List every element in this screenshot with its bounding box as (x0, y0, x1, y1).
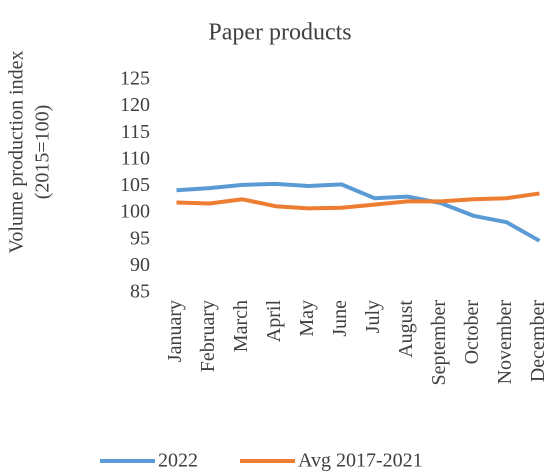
x-tick-label: October (461, 300, 483, 365)
x-tick-label: December (527, 300, 549, 383)
x-tick-label: July (362, 300, 384, 333)
legend-label: 2022 (158, 450, 198, 472)
y-tick-label: 95 (130, 227, 150, 249)
x-tick-label: September (428, 300, 450, 386)
y-tick-label: 85 (130, 281, 150, 303)
y-axis-label: (2015=100) (32, 105, 54, 200)
x-tick-label: August (395, 300, 417, 358)
x-tick-label: May (296, 300, 318, 337)
y-tick-label: 105 (120, 174, 150, 196)
x-tick-label: April (263, 300, 285, 343)
x-tick-label: November (494, 300, 516, 385)
x-tick-label: June (329, 300, 351, 337)
y-axis-label: Volume production index (6, 51, 28, 254)
y-tick-label: 120 (120, 94, 150, 116)
y-tick-label: 100 (120, 201, 150, 223)
y-tick-label: 110 (121, 147, 150, 169)
x-tick-label: January (164, 300, 186, 362)
y-tick-label: 125 (120, 68, 150, 90)
chart-title: Paper products (208, 20, 351, 46)
y-tick-label: 90 (130, 254, 150, 276)
y-tick-label: 115 (121, 121, 150, 143)
x-tick-label: March (230, 300, 252, 352)
legend-label: Avg 2017-2021 (298, 450, 423, 472)
series-line (176, 181, 541, 243)
x-tick-label: February (197, 300, 219, 372)
series-line (176, 191, 540, 211)
